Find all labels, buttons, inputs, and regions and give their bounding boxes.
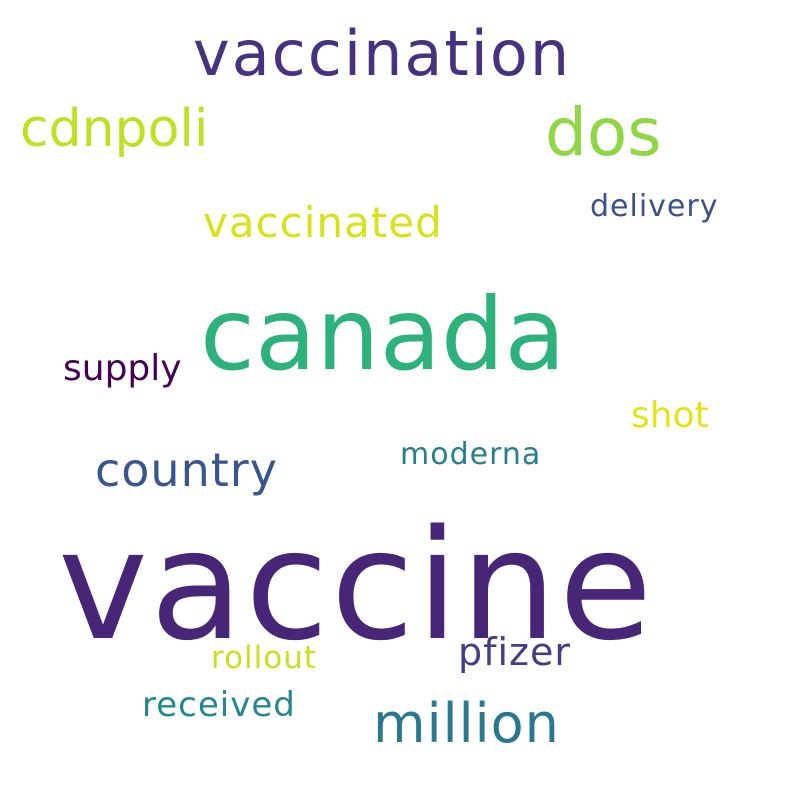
word-country: country	[95, 443, 278, 497]
word-moderna: moderna	[400, 437, 542, 472]
word-dos: dos	[545, 94, 662, 171]
word-received: received	[142, 685, 296, 725]
word-million: million	[373, 692, 560, 755]
word-vaccine: vaccine	[58, 497, 655, 674]
word-vaccination: vaccination	[193, 17, 572, 90]
word-supply: supply	[63, 348, 182, 389]
word-cdnpoli: cdnpoli	[20, 99, 209, 159]
word-pfizer: pfizer	[458, 630, 572, 674]
word-delivery: delivery	[590, 189, 719, 224]
word-canada: canada	[200, 276, 566, 393]
word-vaccinated: vaccinated	[203, 198, 443, 247]
word-rollout: rollout	[211, 640, 318, 676]
word-shot: shot	[631, 395, 709, 436]
